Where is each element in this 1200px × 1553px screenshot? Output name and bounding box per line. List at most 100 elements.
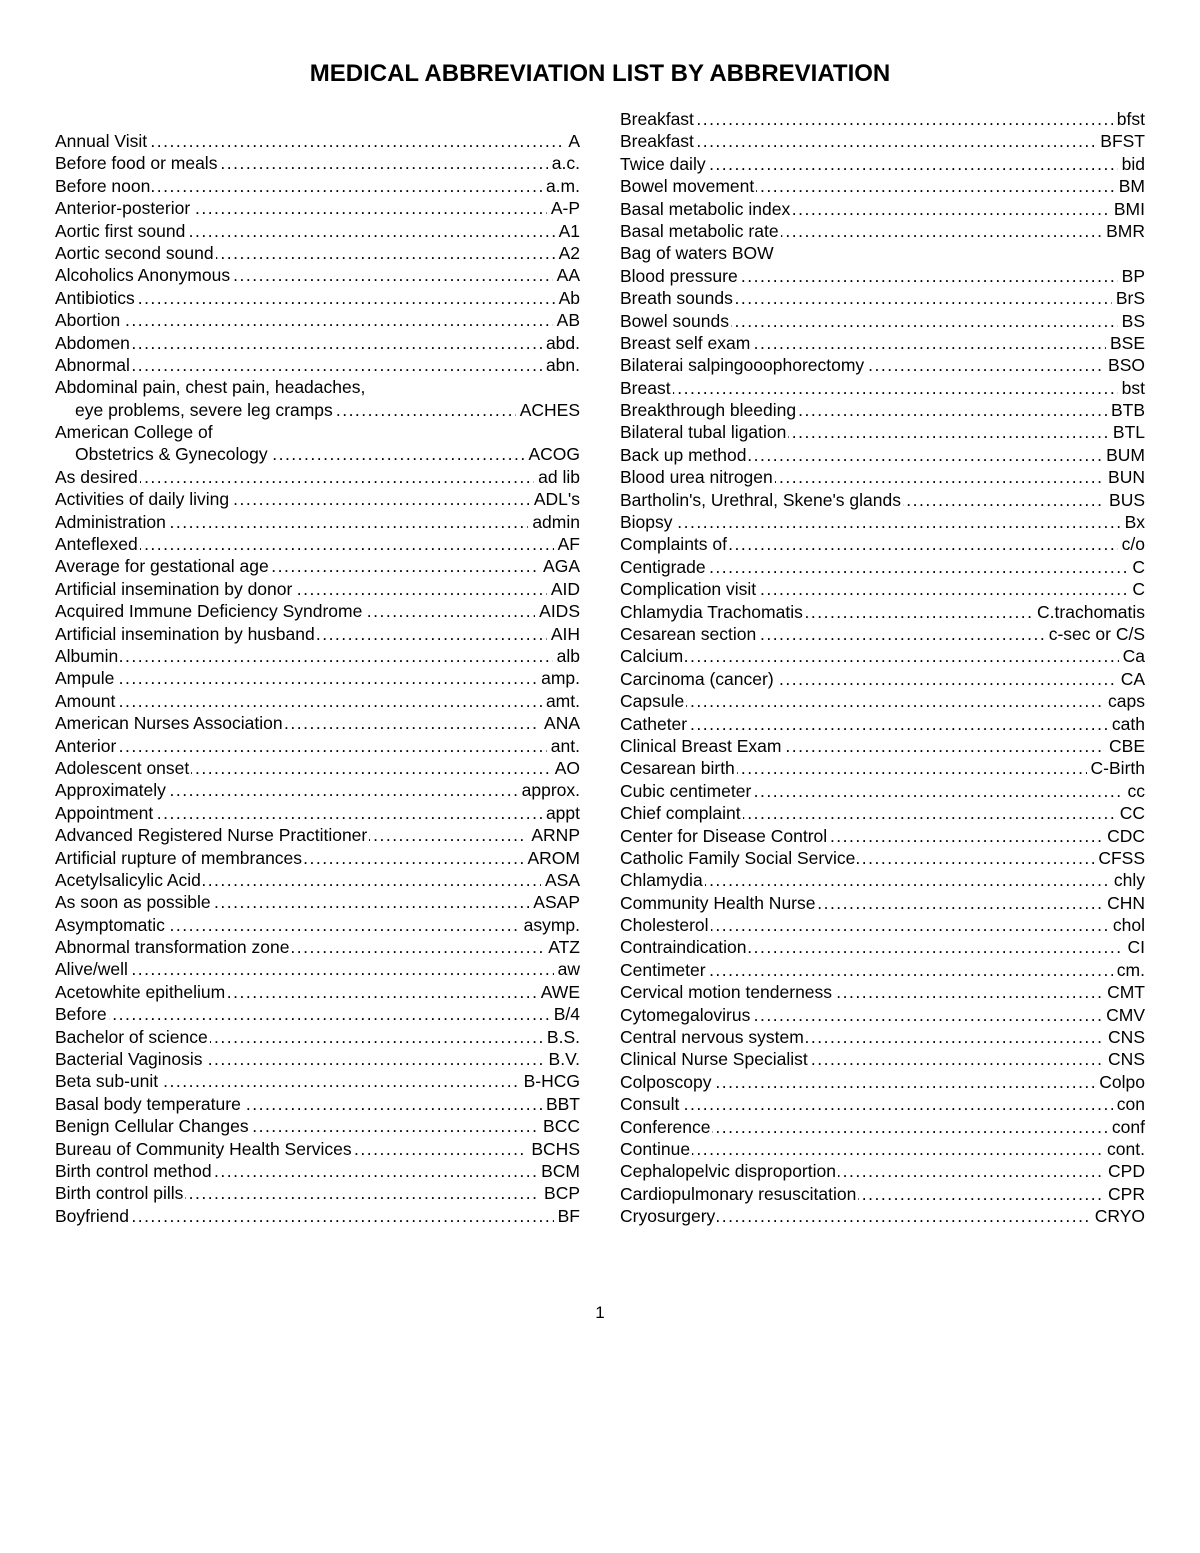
abbreviation-entry: Bowel soundsBS (620, 310, 1145, 332)
abbreviation-text: CPR (1104, 1183, 1145, 1205)
abbreviation-entry: Abdomenabd. (55, 332, 580, 354)
term-wrap: Bowel sounds (620, 310, 1118, 332)
abbreviation-entry: Complaints ofc/o (620, 533, 1145, 555)
term-wrap: Breakfast (620, 108, 1113, 130)
term-wrap: Bowel movement (620, 175, 1115, 197)
term-text: As soon as possible (55, 892, 213, 912)
term-wrap: Calcium (620, 645, 1119, 667)
term-text: Clinical Nurse Specialist (620, 1049, 810, 1069)
abbreviation-text: A (564, 130, 580, 152)
abbreviation-entry: Bachelor of scienceB.S. (55, 1026, 580, 1048)
abbreviation-entry: ContraindicationCI (620, 936, 1145, 958)
term-wrap: Albumin (55, 645, 553, 667)
term-wrap: Birth control pills (55, 1182, 540, 1204)
abbreviation-text: BSO (1104, 354, 1145, 376)
abbreviation-entry: Artificial rupture of membrancesAROM (55, 847, 580, 869)
abbreviation-entry: Twice dailybid (620, 153, 1145, 175)
abbreviation-text: A1 (555, 220, 580, 242)
abbreviation-entry: Community Health Nurse CHN (620, 892, 1145, 914)
term-text: Twice daily (620, 154, 708, 174)
term-text: Albumin (55, 646, 120, 666)
term-wrap: Chlamydia Trachomatis (620, 601, 1033, 623)
abbreviation-text: c-sec or C/S (1045, 623, 1145, 645)
abbreviation-entry: As soon as possibleASAP (55, 891, 580, 913)
term-text: Administration (55, 512, 168, 532)
term-text: Chief complaint (620, 803, 743, 823)
term-text: Biopsy (620, 512, 675, 532)
abbreviation-entry: CalciumCa (620, 645, 1145, 667)
abbreviation-text: amt. (542, 690, 580, 712)
abbreviation-entry: Chlamydiachly (620, 869, 1145, 891)
term-text: Bowel movement (620, 176, 756, 196)
term-wrap: Administration (55, 511, 528, 533)
abbreviation-entry: As desired ad lib (55, 466, 580, 488)
term-text: Cytomegalovirus (620, 1005, 752, 1025)
term-wrap: Contraindication (620, 936, 1124, 958)
abbreviation-text: admin (528, 511, 580, 533)
abbreviation-text: a.m. (542, 175, 580, 197)
term-text: Community Health Nurse (620, 893, 817, 913)
abbreviation-entry: eye problems, severe leg crampsACHES (55, 399, 580, 421)
term-text: Continue (620, 1139, 692, 1159)
term-wrap: Annual Visit (55, 130, 564, 152)
abbreviation-text: ad lib (534, 466, 580, 488)
abbreviation-entry: Average for gestational age AGA (55, 555, 580, 577)
abbreviation-text: BCM (537, 1160, 580, 1182)
term-wrap: Cubic centimeter (620, 780, 1124, 802)
abbreviation-text: BSE (1106, 332, 1145, 354)
term-text: Chlamydia (620, 870, 705, 890)
abbreviation-entry: Anteriorant. (55, 735, 580, 757)
abbreviation-text: CRYO (1091, 1205, 1145, 1227)
abbreviation-text: B.V. (545, 1048, 580, 1070)
abbreviation-text: CHN (1103, 892, 1145, 914)
term-wrap: American Nurses Association (55, 712, 540, 734)
term-text: Bacterial Vaginosis (55, 1049, 205, 1069)
term-text: Obstetrics & Gynecology (75, 444, 270, 464)
term-wrap: Consult (620, 1093, 1113, 1115)
abbreviation-entry: CentigradeC (620, 556, 1145, 578)
term-wrap: Bartholin's, Urethral, Skene's glands (620, 489, 1105, 511)
abbreviation-text: Ab (555, 287, 580, 309)
term-wrap: Antibiotics (55, 287, 555, 309)
term-wrap: Blood urea nitrogen (620, 466, 1104, 488)
term-wrap: Complaints of (620, 533, 1118, 555)
term-wrap: Ampule (55, 667, 537, 689)
term-wrap: Abnormal transformation zone (55, 936, 544, 958)
term-text: Abortion (55, 310, 122, 330)
term-text: Abdomen (55, 333, 132, 353)
term-wrap: Acetylsalicylic Acid (55, 869, 541, 891)
abbreviation-entry: Adolescent onsetAO (55, 757, 580, 779)
term-text: Birth control pills (55, 1183, 185, 1203)
term-text: Before food or meals (55, 153, 219, 173)
term-wrap: Catholic Family Social Service (620, 847, 1094, 869)
abbreviation-text: BM (1115, 175, 1145, 197)
abbreviation-entry: Carcinoma (cancer)CA (620, 668, 1145, 690)
term-wrap: Biopsy (620, 511, 1121, 533)
term-text: Consult (620, 1094, 681, 1114)
abbreviation-text: AIDS (535, 600, 580, 622)
abbreviation-entry: BoyfriendBF (55, 1205, 580, 1227)
term-wrap: Cesarean section (620, 623, 1045, 645)
abbreviation-entry: Cephalopelvic disproportionCPD (620, 1160, 1145, 1182)
abbreviation-entry: Beta sub-unitB-HCG (55, 1070, 580, 1092)
term-text: Advanced Registered Nurse Practitioner (55, 825, 369, 845)
term-wrap: Abortion (55, 309, 553, 331)
term-text: Approximately (55, 780, 168, 800)
abbreviation-text: BBT (542, 1093, 580, 1115)
abbreviation-text: AGA (539, 555, 580, 577)
term-wrap: eye problems, severe leg cramps (75, 399, 516, 421)
term-text: Basal metabolic rate (620, 221, 781, 241)
term-wrap: Breakfast (620, 130, 1096, 152)
term-text: Complication visit (620, 579, 758, 599)
term-text: Anterior-posterior (55, 198, 192, 218)
abbreviation-text: cm. (1113, 959, 1145, 981)
term-text: As desired (55, 467, 140, 487)
term-text: Birth control method (55, 1161, 214, 1181)
term-text: Average for gestational age (55, 556, 271, 576)
term-text: Cesarean section (620, 624, 758, 644)
term-wrap: Anterior (55, 735, 547, 757)
abbreviation-text: B/4 (550, 1003, 580, 1025)
abbreviation-text: AROM (524, 847, 581, 869)
abbreviation-entry: Bilaterai salpingooophorectomyBSO (620, 354, 1145, 376)
term-wrap: Cesarean birth (620, 757, 1087, 779)
